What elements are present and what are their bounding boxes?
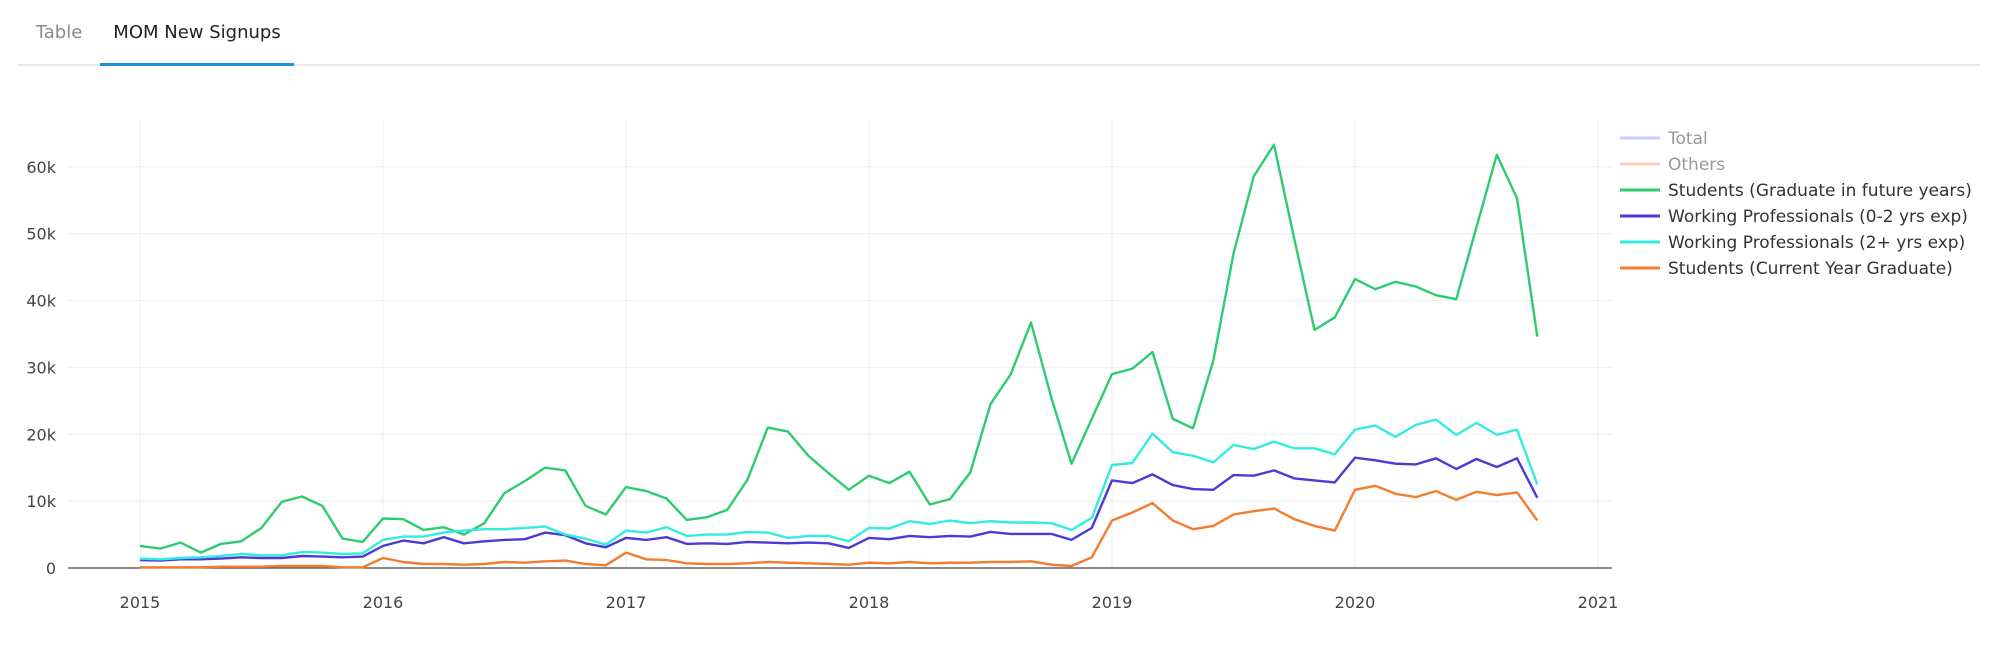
legend-item-total[interactable]: Total bbox=[1620, 129, 1708, 149]
series-line-working-professionals-0-2-yrs-exp bbox=[139, 456, 1539, 562]
y-tick-label: 30k bbox=[26, 358, 56, 377]
series-line-students-graduate-in-future-years bbox=[139, 143, 1539, 554]
series-line-students-current-year-graduate bbox=[140, 484, 1539, 569]
x-tick-label: 2020 bbox=[1335, 593, 1376, 612]
tab-table[interactable]: Table bbox=[35, 22, 83, 43]
y-tick-label: 50k bbox=[26, 225, 56, 244]
y-tick-label: 20k bbox=[26, 425, 56, 444]
series-lines bbox=[139, 143, 1539, 569]
x-tick-label: 2016 bbox=[363, 593, 404, 612]
y-tick-label: 40k bbox=[26, 292, 56, 311]
legend-item-working-professionals-2-yrs-exp[interactable]: Working Professionals (2+ yrs exp) bbox=[1620, 233, 1965, 253]
legend-label: Working Professionals (2+ yrs exp) bbox=[1668, 233, 1965, 253]
tab-bar: Table MOM New Signups bbox=[18, 0, 1980, 66]
axes: 0 10k 20k 30k 40k 50k 60k 2015 2016 2017 2018 2019 2… bbox=[26, 158, 1618, 612]
legend-label: Students (Graduate in future years) bbox=[1668, 181, 1972, 201]
x-tick-label: 2019 bbox=[1092, 593, 1133, 612]
legend-label: Students (Current Year Graduate) bbox=[1668, 259, 1953, 279]
legend-item-students-graduate-in-future-years[interactable]: Students (Graduate in future years) bbox=[1620, 181, 1972, 201]
x-tick-label: 2021 bbox=[1578, 593, 1619, 612]
legend-label: Working Professionals (0-2 yrs exp) bbox=[1668, 207, 1968, 227]
chart-area: 0 10k 20k 30k 40k 50k 60k 2015 2016 2017 2018 2019 2… bbox=[0, 66, 2000, 658]
y-tick-label: 0 bbox=[46, 559, 56, 578]
line-chart: 0 10k 20k 30k 40k 50k 60k 2015 2016 2017 2018 2019 2… bbox=[26, 120, 1972, 612]
y-tick-label: 60k bbox=[26, 158, 56, 177]
x-tick-label: 2017 bbox=[606, 593, 647, 612]
legend: Total Others Students (Graduate in future … bbox=[1620, 129, 1972, 279]
y-tick-label: 10k bbox=[26, 492, 56, 511]
legend-item-others[interactable]: Others bbox=[1620, 155, 1725, 175]
legend-item-students-current-year-graduate[interactable]: Students (Current Year Graduate) bbox=[1620, 259, 1953, 279]
x-tick-label: 2015 bbox=[120, 593, 161, 612]
tab-mom-new-signups[interactable]: MOM New Signups bbox=[100, 0, 294, 66]
series-line-working-professionals-2-yrs-exp bbox=[139, 418, 1539, 561]
grid bbox=[68, 120, 1612, 568]
legend-label: Others bbox=[1668, 155, 1725, 175]
x-tick-label: 2018 bbox=[849, 593, 890, 612]
legend-label: Total bbox=[1667, 129, 1708, 149]
legend-item-working-professionals-0-2-yrs-exp[interactable]: Working Professionals (0-2 yrs exp) bbox=[1620, 207, 1968, 227]
